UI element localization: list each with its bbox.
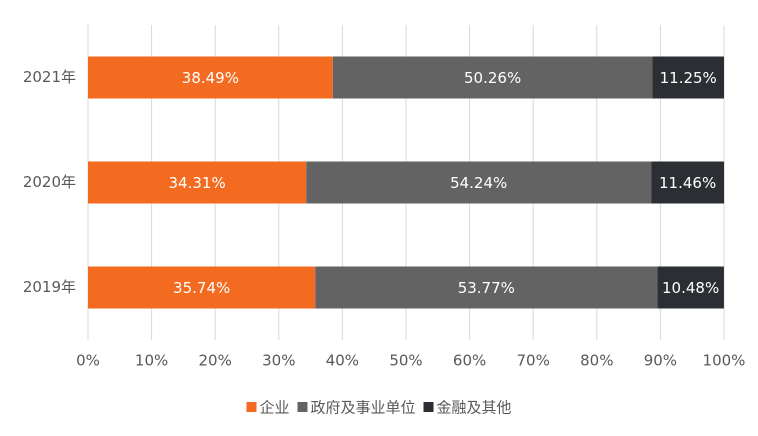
legend-label: 企业 [259,399,289,417]
legend-label: 金融及其他 [437,399,512,417]
bar-segment [652,56,724,99]
x-tick-label: 70% [517,352,550,370]
y-tick-label: 2019年 [23,278,76,296]
bar-segment [332,56,653,99]
data-label: 50.26% [464,69,521,87]
data-label: 11.25% [660,69,717,87]
x-tick-label: 50% [389,352,422,370]
data-label: 10.48% [662,279,719,297]
y-tick-label: 2021年 [23,68,76,86]
bar-segment [88,56,333,99]
x-tick-label: 60% [453,352,486,370]
y-tick-label: 2020年 [23,173,76,191]
bar-segment [306,161,652,204]
legend: 企业 政府及事业单位 金融及其他 [246,399,512,417]
legend-swatch [423,402,434,412]
bar-segment [88,266,316,309]
x-tick-label: 20% [199,352,232,370]
legend-swatch [297,402,308,412]
data-label: 11.46% [659,174,716,192]
x-tick-label: 100% [703,352,746,370]
x-tick-label: 40% [326,352,359,370]
data-label: 38.49% [182,69,239,87]
bar-segment [315,266,658,309]
legend-swatch [246,402,257,412]
data-label: 54.24% [450,174,507,192]
x-tick-label: 80% [580,352,613,370]
x-tick-label: 90% [644,352,677,370]
data-label: 53.77% [458,279,515,297]
bar-segment [657,266,724,309]
x-tick-label: 0% [76,352,100,370]
bar-segment [651,161,725,204]
data-label: 34.31% [169,174,226,192]
data-label: 35.74% [173,279,230,297]
bar-segment [88,161,307,204]
legend-label: 政府及事业单位 [310,399,415,417]
x-tick-label: 10% [135,352,168,370]
x-tick-label: 30% [262,352,295,370]
